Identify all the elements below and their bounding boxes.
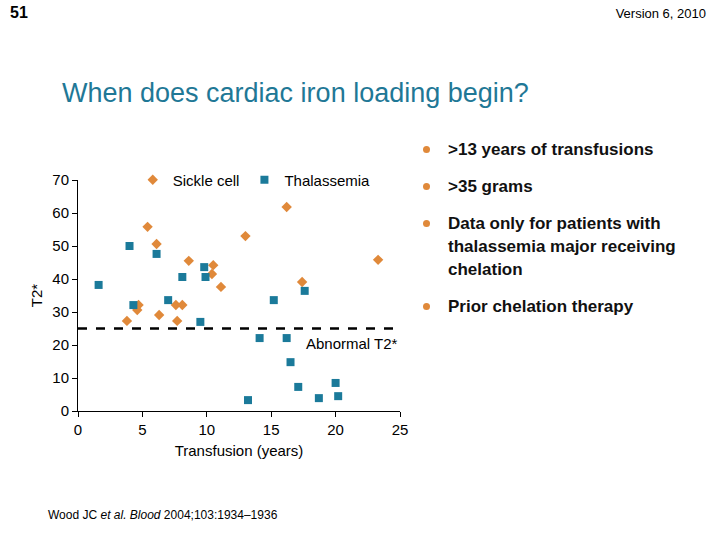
svg-text:5: 5 bbox=[138, 421, 146, 438]
svg-text:50: 50 bbox=[52, 237, 69, 254]
svg-text:Abnormal T2*: Abnormal T2* bbox=[306, 335, 398, 352]
svg-text:Sickle cell: Sickle cell bbox=[173, 172, 240, 189]
svg-text:40: 40 bbox=[52, 270, 69, 287]
html-text:Version 6, 2010: Version 6, 2010 bbox=[615, 6, 706, 21]
svg-text:10: 10 bbox=[52, 369, 69, 386]
svg-text:30: 30 bbox=[52, 303, 69, 320]
svg-text:0: 0 bbox=[74, 421, 82, 438]
html-text:Data only for patients with th: Data only for patients with thalassemia … bbox=[448, 214, 676, 279]
svg-text:25: 25 bbox=[392, 421, 409, 438]
svg-text:70: 70 bbox=[52, 171, 69, 188]
html-text:51: 51 bbox=[10, 4, 28, 21]
html-text:When does cardiac iron loading: When does cardiac iron loading begin? bbox=[62, 78, 529, 108]
html-text:Wood JC et al. Blood 2004;103:: Wood JC et al. Blood 2004;103:1934–1936 bbox=[48, 508, 278, 522]
svg-text:20: 20 bbox=[52, 336, 69, 353]
html-text:>35 grams: >35 grams bbox=[448, 177, 533, 196]
svg-text:15: 15 bbox=[263, 421, 280, 438]
svg-text:0: 0 bbox=[61, 402, 69, 419]
svg-text:60: 60 bbox=[52, 204, 69, 221]
svg-text:T2*: T2* bbox=[28, 284, 45, 308]
html-text:>13 years of transfusions: >13 years of transfusions bbox=[448, 140, 654, 159]
svg-text:20: 20 bbox=[327, 421, 344, 438]
svg-text:Transfusion (years): Transfusion (years) bbox=[175, 442, 304, 459]
svg-text:10: 10 bbox=[198, 421, 215, 438]
html-text:Prior chelation therapy: Prior chelation therapy bbox=[448, 297, 634, 316]
svg-text:Thalassemia: Thalassemia bbox=[284, 172, 370, 189]
